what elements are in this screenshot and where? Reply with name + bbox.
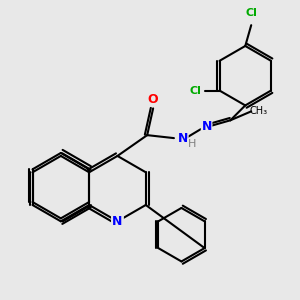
Text: N: N [201, 120, 212, 133]
Text: O: O [148, 93, 158, 106]
Text: H: H [188, 139, 196, 149]
Text: N: N [178, 132, 188, 145]
Text: Cl: Cl [245, 8, 257, 18]
Text: Cl: Cl [190, 85, 202, 96]
Text: CH₃: CH₃ [250, 106, 268, 116]
Text: N: N [112, 215, 123, 228]
